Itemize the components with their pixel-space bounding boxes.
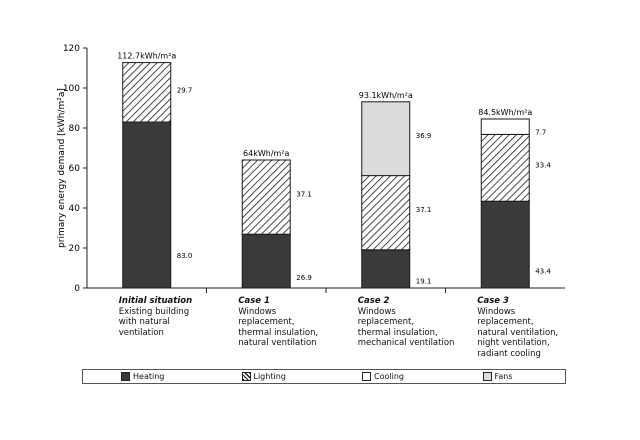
legend-label-lighting: Lighting xyxy=(253,372,286,381)
bar-heating-3 xyxy=(480,200,530,289)
category-line-1-1: replacement, xyxy=(238,317,295,327)
category-title-0: Initial situation xyxy=(118,296,193,306)
legend-item-heating: Heating xyxy=(83,372,204,381)
legend-swatch-lighting xyxy=(241,372,251,381)
bar-heating-1 xyxy=(241,233,291,289)
y-tick-label-5: 100 xyxy=(63,84,80,94)
total-label-2: 93.1kWh/m²a xyxy=(359,91,413,100)
legend-item-cooling: Cooling xyxy=(324,372,445,381)
total-label-0: 112.7kWh/m²a xyxy=(117,52,176,61)
bar-fans-2 xyxy=(361,101,411,177)
segment-label-heating-1: 26.9 xyxy=(296,274,312,282)
chart-bars xyxy=(122,62,530,289)
category-line-3-1: replacement, xyxy=(477,317,534,327)
category-line-0-0: Existing building xyxy=(118,306,190,317)
bar-lighting-1 xyxy=(241,159,291,235)
legend-swatch-heating xyxy=(121,372,130,381)
category-line-2-2: thermal insulation, xyxy=(357,327,438,338)
segment-label-heating-2: 19.1 xyxy=(416,277,432,285)
legend-label-fans: Fans xyxy=(494,372,513,381)
y-axis-label: primary energy demand [kWh/m²a] xyxy=(57,88,67,248)
y-tick-label-3: 60 xyxy=(69,164,81,174)
category-title-1: Case 1 xyxy=(238,296,270,306)
category-line-3-4: radiant cooling xyxy=(477,348,541,359)
bar-cooling-3 xyxy=(480,118,530,135)
legend-item-lighting: Lighting xyxy=(204,372,325,381)
category-line-1-2: thermal insulation, xyxy=(238,327,319,338)
legend-item-fans: Fans xyxy=(445,372,566,381)
category-line-2-0: Windows xyxy=(357,306,396,317)
category-label-2: Case 2 Windows replacement, thermal insulat… xyxy=(358,296,455,349)
bar-lighting-0 xyxy=(122,62,172,123)
category-title-3: Case 3 xyxy=(477,296,509,306)
bar-heating-0 xyxy=(122,121,172,289)
bar-lighting-3 xyxy=(480,133,530,202)
segment-label-lighting-3: 33.4 xyxy=(535,161,551,169)
y-tick-label-2: 40 xyxy=(69,204,81,214)
segment-label-lighting-1: 37.1 xyxy=(296,190,312,198)
chart-labels: 83.0 29.7 112.7kWh/m²a 26.9 37.1 64kWh/m²a 19.… xyxy=(117,52,551,286)
category-label-1: Case 1 Windows replacement, thermal insulat… xyxy=(238,296,318,349)
category-line-1-3: natural ventilation xyxy=(238,338,317,348)
segment-label-lighting-0: 29.7 xyxy=(177,86,193,94)
segment-label-heating-3: 43.4 xyxy=(535,268,551,276)
category-label-0: Initial situation Existing building with n… xyxy=(119,296,192,338)
segment-label-heating-0: 83.0 xyxy=(177,252,193,260)
segment-label-fans-2: 36.9 xyxy=(416,132,432,140)
segment-label-lighting-2: 37.1 xyxy=(416,206,432,214)
total-label-1: 64kWh/m²a xyxy=(243,149,289,158)
category-line-2-1: replacement, xyxy=(357,317,415,327)
category-line-3-0: Windows xyxy=(477,306,516,317)
category-line-1-0: Windows xyxy=(238,306,277,317)
legend-swatch-fans xyxy=(482,372,492,381)
category-line-0-2: ventilation xyxy=(118,327,164,338)
total-label-3: 84.5kWh/m²a xyxy=(478,108,532,117)
category-label-3: Case 3 Windows replacement, natural ventila… xyxy=(477,296,558,359)
category-line-3-2: natural ventilation, xyxy=(477,327,559,338)
category-line-2-3: mechanical ventilation xyxy=(357,338,455,348)
legend-swatch-cooling xyxy=(362,372,371,381)
segment-label-cooling-3: 7.7 xyxy=(535,128,546,136)
category-title-2: Case 2 xyxy=(357,296,390,306)
category-line-3-3: night ventilation, xyxy=(477,338,550,348)
y-tick-label-0: 0 xyxy=(74,284,80,294)
category-line-0-1: with natural xyxy=(118,317,170,327)
bar-heating-2 xyxy=(361,249,411,289)
legend-label-cooling: Cooling xyxy=(374,372,404,381)
bar-lighting-2 xyxy=(361,175,411,251)
y-tick-label-6: 120 xyxy=(63,44,80,54)
y-tick-label-4: 80 xyxy=(69,124,81,134)
legend-label-heating: Heating xyxy=(133,372,165,381)
legend: Heating Lighting Cooling Fans xyxy=(82,369,566,384)
y-tick-label-1: 20 xyxy=(69,244,81,254)
